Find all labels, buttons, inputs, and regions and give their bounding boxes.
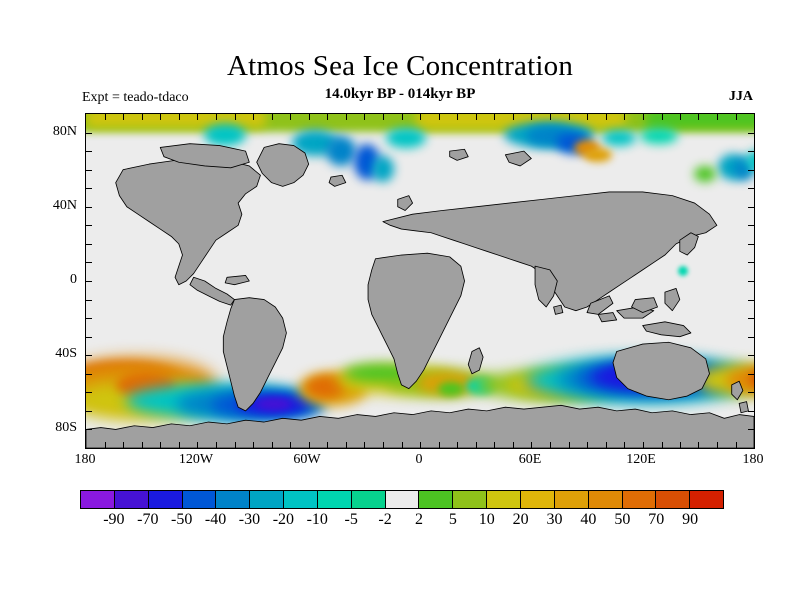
colorbar-cell-3 <box>182 491 217 508</box>
colorbar-label-14: 40 <box>580 511 597 528</box>
colorbar-cell-0 <box>81 491 115 508</box>
map-clip <box>86 114 754 448</box>
colorbar-cell-18 <box>690 491 724 508</box>
colorbar-cell-15 <box>588 491 623 508</box>
colorbar-label-6: -10 <box>306 511 328 528</box>
colorbar-cell-4 <box>216 491 251 508</box>
colorbar-cell-11 <box>453 491 488 508</box>
y-tick-label-4: 80S <box>55 420 77 435</box>
colorbar-label-17: 90 <box>682 511 699 528</box>
colorbar-label-8: -2 <box>378 511 392 528</box>
y-tick-label-3: 40S <box>55 346 77 361</box>
colorbar: -90 -70 -50 -40 -30 -20 -10 -5 -2 2 5 10 20 30 40 50 70 9… <box>80 490 726 531</box>
colorbar-cell-2 <box>148 491 183 508</box>
x-tick-label-5: 120E <box>626 452 656 467</box>
colorbar-label-2: -50 <box>171 511 193 528</box>
colorbar-label-11: 10 <box>478 511 495 528</box>
colorbar-label-5: -20 <box>272 511 295 528</box>
experiment-label: Expt = teado-tdaco <box>82 90 189 105</box>
colorbar-cell-17 <box>656 491 691 508</box>
season-label: JJA <box>728 89 753 104</box>
colorbar-cell-12 <box>487 491 521 508</box>
colorbar-tick-labels: -90 -70 -50 -40 -30 -20 -10 -5 -2 2 5 10 20 30 40 50 70 9… <box>80 509 726 531</box>
colorbar-label-13: 30 <box>546 511 563 528</box>
colorbar-label-0: -90 <box>103 511 125 528</box>
x-tick-label-3: 0 <box>415 452 423 467</box>
colorbar-cell-7 <box>317 491 352 508</box>
map-plot-area <box>85 113 755 449</box>
x-tick-label-0: 180 <box>74 452 96 467</box>
colorbar-cell-6 <box>284 491 318 508</box>
colorbar-label-3: -40 <box>204 511 227 528</box>
colorbar-cell-10 <box>419 491 454 508</box>
colorbar-label-16: 70 <box>648 511 665 528</box>
colorbar-label-7: -5 <box>344 511 358 528</box>
colorbar-cell-16 <box>622 491 657 508</box>
page-title: Atmos Sea Ice Concentration <box>226 50 574 82</box>
y-tick-label-1: 40N <box>52 198 77 213</box>
chart-subtitle: 14.0kyr BP - 014kyr BP <box>324 86 476 102</box>
colorbar-cell-8 <box>351 491 386 508</box>
y-tick-label-2: 0 <box>70 272 77 287</box>
x-tick-label-1: 120W <box>178 452 214 467</box>
colorbar-label-10: 5 <box>448 511 457 528</box>
colorbar-cell-9 <box>385 491 420 508</box>
colorbar-label-9: 2 <box>414 511 423 528</box>
x-tick-label-6: 180 <box>742 452 764 467</box>
colorbar-swatches <box>80 490 724 509</box>
x-tick-label-2: 60W <box>293 452 321 467</box>
y-tick-label-0: 80N <box>52 124 77 139</box>
colorbar-label-12: 20 <box>512 511 529 528</box>
colorbar-cell-13 <box>520 491 555 508</box>
colorbar-cell-5 <box>250 491 285 508</box>
colorbar-label-15: 50 <box>614 511 631 528</box>
colorbar-label-1: -70 <box>137 511 159 528</box>
colorbar-cell-14 <box>554 491 589 508</box>
world-coastlines <box>86 143 754 448</box>
colorbar-label-4: -30 <box>238 511 261 528</box>
colorbar-cell-1 <box>114 491 149 508</box>
x-tick-label-4: 60E <box>518 452 542 467</box>
